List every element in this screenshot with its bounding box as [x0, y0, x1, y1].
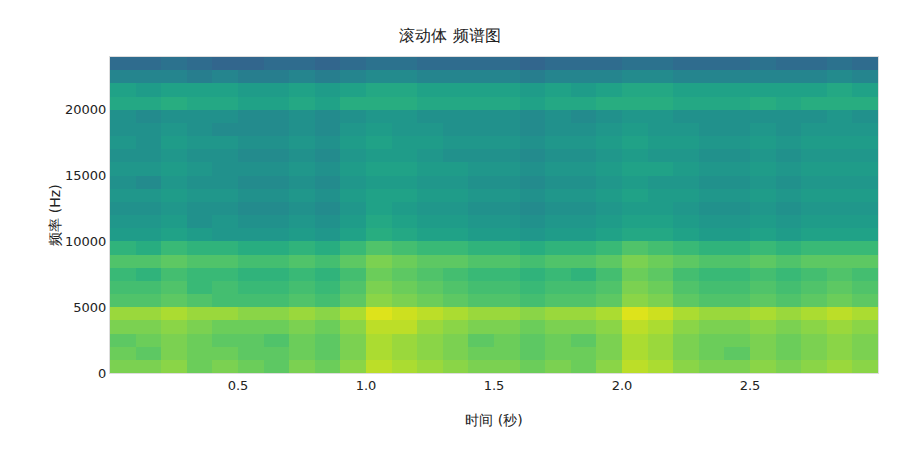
- svg-text:5000: 5000: [73, 300, 106, 315]
- svg-text:2.5: 2.5: [740, 378, 761, 393]
- svg-text:滚动体 频谱图: 滚动体 频谱图: [399, 26, 500, 45]
- svg-text:时间 (秒): 时间 (秒): [465, 412, 522, 428]
- svg-text:1.0: 1.0: [356, 378, 377, 393]
- svg-text:2.0: 2.0: [612, 378, 633, 393]
- svg-text:0: 0: [98, 366, 106, 381]
- svg-text:频率 (Hz): 频率 (Hz): [47, 184, 63, 245]
- svg-text:15000: 15000: [65, 168, 106, 183]
- svg-text:1.5: 1.5: [484, 378, 505, 393]
- svg-text:20000: 20000: [65, 102, 106, 117]
- svg-text:0.5: 0.5: [228, 378, 249, 393]
- svg-text:10000: 10000: [65, 234, 106, 249]
